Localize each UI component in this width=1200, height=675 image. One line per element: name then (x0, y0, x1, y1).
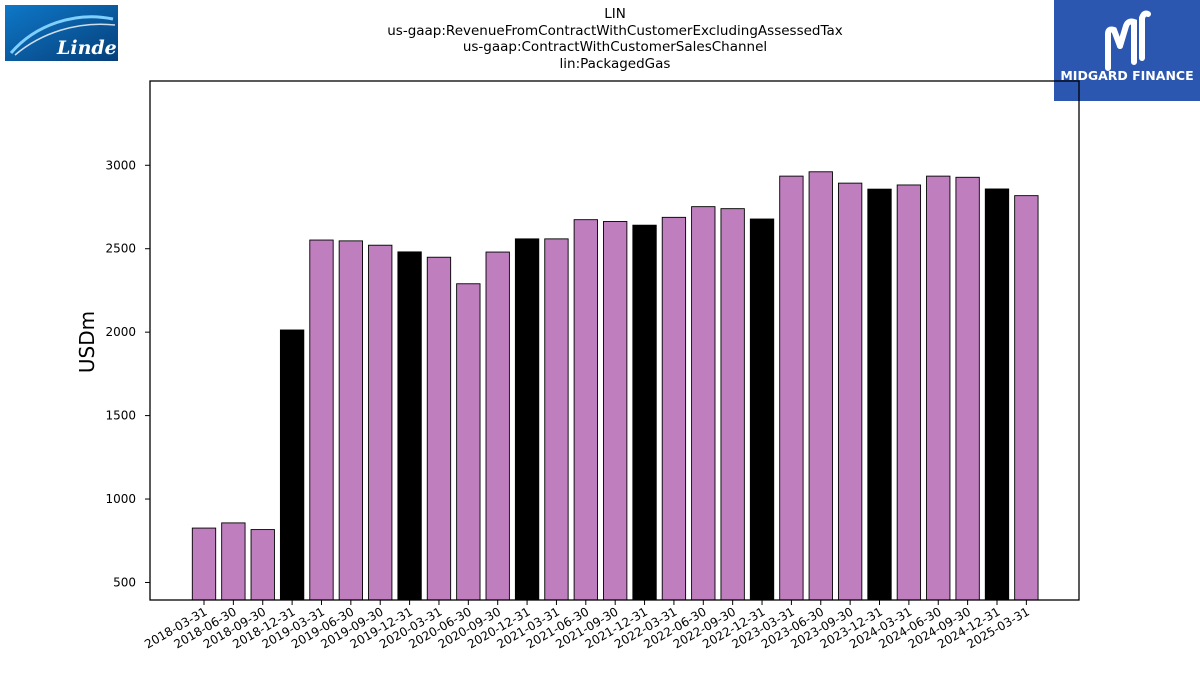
bar-2021-03-31 (544, 238, 569, 601)
title-member: lin:PackagedGas (559, 55, 671, 72)
y-tick-label: 3000 (105, 158, 136, 172)
bar-2018-06-30 (221, 522, 246, 601)
bar-2024-09-30 (955, 176, 980, 601)
bar-2019-12-31 (397, 251, 422, 601)
y-axis: 500 1000 1500 2000 2500 3000 (105, 158, 150, 589)
bar-2022-06-30 (691, 206, 716, 601)
title-axis: us-gaap:ContractWithCustomerSalesChannel (462, 39, 768, 56)
y-tick-label: 2500 (105, 242, 136, 256)
bars-layer (191, 171, 1039, 601)
linde-logo: Linde (5, 5, 118, 61)
midgard-logo-graphic: MIDGARD FINANCE (1054, 0, 1200, 101)
chart-title: LIN us-gaap:RevenueFromContractWithCusto… (300, 6, 930, 72)
x-axis: 2018-03-312018-06-302018-09-302018-12-31… (142, 600, 1032, 651)
bar-2021-09-30 (603, 221, 628, 601)
y-tick-label: 500 (113, 575, 136, 589)
bar-2024-03-31 (896, 184, 922, 601)
bar-2021-06-30 (573, 219, 598, 601)
linde-logo-text: Linde (56, 37, 117, 59)
bar-2023-12-31 (867, 188, 892, 601)
bar-2019-03-31 (309, 239, 334, 601)
y-axis-label: USDm (75, 311, 99, 373)
midgard-finance-logo: MIDGARD FINANCE (1054, 0, 1200, 101)
bar-2020-06-30 (456, 283, 481, 601)
y-tick-label: 1500 (105, 409, 136, 423)
bar-2020-03-31 (426, 256, 452, 601)
bar-2024-06-30 (926, 175, 951, 601)
bar-2018-12-31 (279, 329, 305, 601)
bar-2019-06-30 (338, 240, 363, 601)
bar-2021-12-31 (632, 224, 657, 601)
midgard-logo-text: MIDGARD FINANCE (1060, 68, 1193, 83)
y-tick-label: 1000 (105, 492, 136, 506)
bar-2020-09-30 (485, 251, 510, 601)
plot-frame (149, 80, 1080, 601)
linde-logo-graphic: Linde (5, 5, 118, 61)
bar-2025-03-31 (1014, 195, 1039, 601)
title-ticker: LIN (604, 6, 626, 22)
bar-2023-03-31 (779, 175, 804, 601)
bar-2018-03-31 (191, 527, 217, 601)
title-concept: us-gaap:RevenueFromContractWithCustomerE… (387, 22, 843, 39)
bar-2023-09-30 (837, 182, 863, 601)
bar-2022-12-31 (749, 218, 775, 601)
y-tick-label: 2000 (105, 325, 136, 339)
bar-2022-03-31 (661, 216, 687, 601)
bar-2020-12-31 (514, 238, 540, 601)
bar-2019-09-30 (368, 244, 393, 601)
bar-2024-12-31 (984, 188, 1010, 601)
bar-2022-09-30 (720, 208, 745, 601)
bar-2018-09-30 (250, 529, 275, 601)
bar-2023-06-30 (808, 171, 833, 601)
